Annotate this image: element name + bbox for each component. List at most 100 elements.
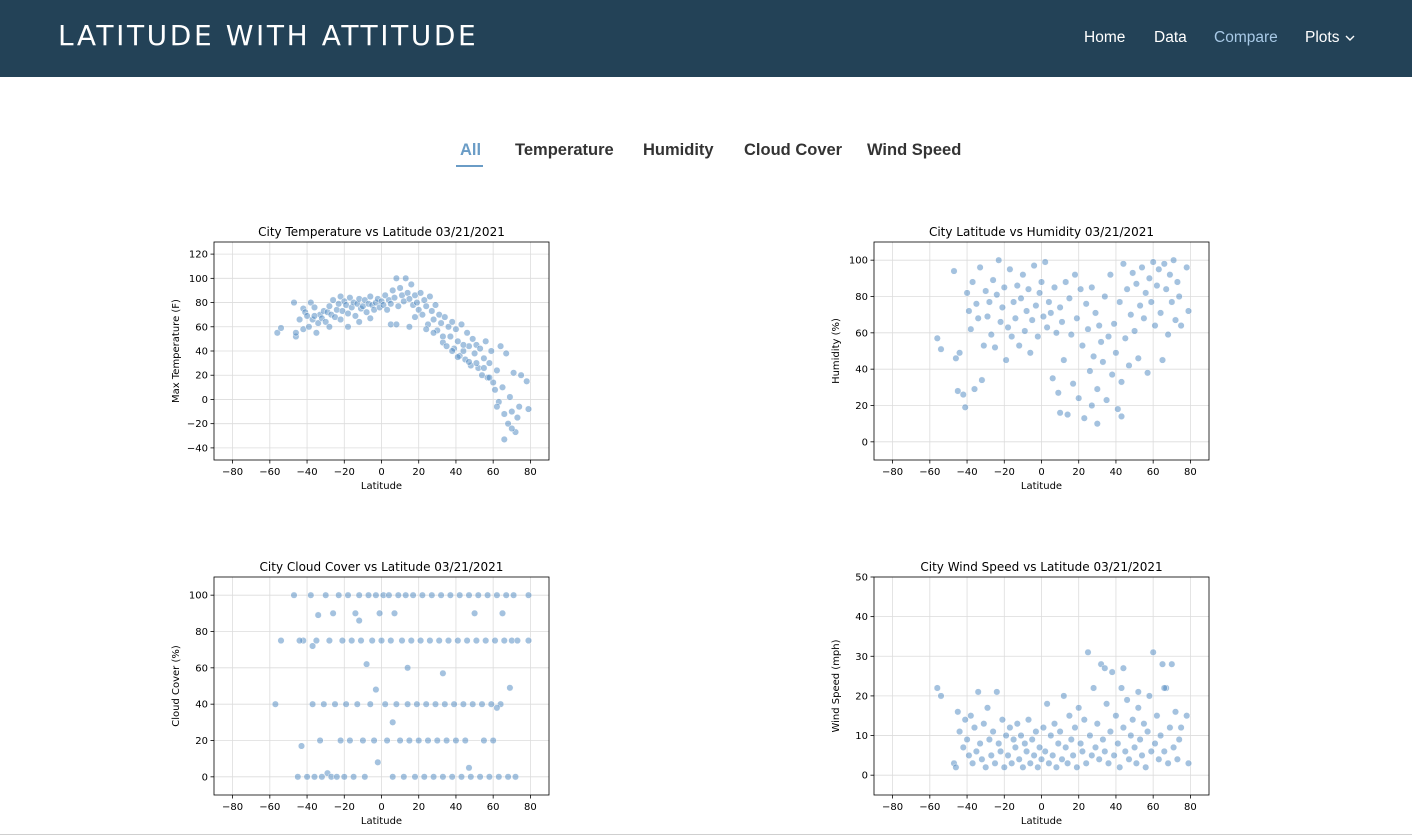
scatter-point — [491, 637, 499, 645]
tab-cloud-cover[interactable]: Cloud Cover — [744, 141, 843, 159]
scatter-point — [437, 591, 445, 599]
scatter-point — [465, 764, 473, 772]
scatter-point — [430, 329, 438, 337]
scatter-point — [387, 300, 395, 308]
scatter-point — [1153, 282, 1161, 290]
scatter-point — [418, 311, 426, 319]
x-tick-label: 60 — [487, 802, 500, 813]
scatter-point — [1015, 342, 1023, 350]
scatter-point — [954, 387, 962, 395]
scatter-point — [995, 739, 1003, 748]
scatter-point — [1084, 325, 1092, 333]
tab-temperature[interactable]: Temperature — [515, 141, 614, 159]
nav-data-link[interactable]: Data — [1154, 29, 1187, 46]
scatter-point — [357, 637, 365, 645]
scatter-point — [1010, 735, 1018, 744]
scatter-point — [392, 700, 400, 708]
y-tick-label: 40 — [195, 347, 208, 358]
scatter-point — [366, 314, 374, 322]
scatter-point — [480, 736, 488, 745]
scatter-point — [1032, 728, 1040, 736]
scatter-point — [424, 736, 432, 745]
scatter-point — [1021, 739, 1029, 748]
nav-home-link[interactable]: Home — [1084, 29, 1126, 46]
scatter-point — [381, 700, 389, 708]
scatter-point — [1086, 367, 1094, 375]
scatter-point — [379, 301, 387, 309]
wind-speed-chart: −80 −60 −40 −20 0 20 40 60 80 0 10 20 30 40 50 City Win… — [831, 560, 1210, 827]
y-axis-label: Wind Speed (mph) — [831, 639, 842, 732]
scatter-point — [471, 609, 479, 617]
scatter-point — [1067, 331, 1075, 339]
scatter-point — [1041, 258, 1049, 266]
scatter-point — [476, 345, 484, 353]
chart-title: City Wind Speed vs Latitude 03/21/2021 — [920, 560, 1162, 574]
tab-humidity[interactable]: Humidity — [643, 141, 714, 159]
x-axis-label: Latitude — [1021, 816, 1062, 827]
scatter-point — [338, 637, 346, 645]
x-tick-label: −20 — [994, 467, 1015, 478]
nav-plots-dropdown[interactable]: Plots — [1305, 28, 1355, 48]
tab-wind-speed[interactable]: Wind Speed — [867, 141, 962, 159]
scatter-point — [353, 700, 361, 708]
scatter-point — [428, 591, 436, 599]
brand-title[interactable]: LATITUDE WITH ATTITUDE — [58, 19, 479, 52]
scatter-point — [524, 637, 533, 645]
scatter-point — [1011, 314, 1019, 322]
scatter-point — [389, 286, 397, 294]
scatter-point — [1136, 735, 1144, 744]
chart-title: City Cloud Cover vs Latitude 03/21/2021 — [260, 560, 504, 574]
scatter-point — [337, 736, 345, 745]
tab-all[interactable]: All — [460, 141, 482, 159]
scatter-point — [1004, 323, 1012, 331]
scatter-point — [480, 354, 488, 362]
scatter-point — [363, 660, 371, 668]
y-tick-label: 0 — [202, 395, 208, 406]
x-tick-label: 20 — [1072, 467, 1085, 478]
scatter-point — [998, 303, 1006, 311]
scatter-point — [463, 637, 471, 645]
scatter-point — [1064, 759, 1072, 767]
y-tick-label: 40 — [855, 612, 868, 623]
scatter-point — [1095, 755, 1103, 763]
scatter-point — [277, 637, 285, 645]
scatter-point — [1110, 320, 1118, 328]
scatter-point — [337, 315, 345, 324]
scatter-point — [1136, 302, 1144, 310]
y-tick-label: 60 — [855, 328, 868, 339]
x-tick-label: 0 — [378, 802, 384, 813]
scatter-point — [1015, 755, 1023, 763]
scatter-point — [1132, 280, 1140, 288]
nav-compare-link[interactable]: Compare — [1214, 29, 1278, 46]
x-tick-label: −80 — [882, 802, 903, 813]
scatter-point — [1149, 258, 1157, 266]
scatter-point — [405, 295, 413, 303]
scatter-point — [1112, 349, 1120, 357]
scatter-point — [1045, 298, 1053, 306]
scatter-point — [405, 736, 413, 745]
scatter-point — [969, 278, 977, 286]
scatter-point — [441, 313, 449, 321]
scatter-point — [389, 773, 397, 781]
scatter-point — [498, 609, 507, 617]
scatter-point — [351, 609, 359, 617]
scatter-point — [1158, 356, 1167, 364]
scatter-point — [1093, 385, 1101, 393]
nav-plots-label: Plots — [1305, 29, 1340, 47]
scatter-point — [331, 700, 339, 708]
scatter-point — [1026, 759, 1034, 767]
scatter-point — [422, 302, 430, 310]
y-tick-label: 100 — [189, 591, 208, 602]
scatter-point — [1106, 271, 1114, 279]
scatter-point — [1091, 309, 1100, 317]
scatter-point — [1000, 283, 1008, 291]
x-tick-label: −80 — [222, 802, 243, 813]
scatter-point — [431, 700, 440, 708]
scatter-point — [1134, 354, 1142, 362]
scatter-point — [1058, 755, 1066, 763]
scatter-point — [469, 700, 477, 708]
scatter-point — [1099, 735, 1107, 744]
scatter-point — [1173, 755, 1181, 763]
scatter-point — [402, 274, 410, 282]
x-tick-label: −40 — [957, 467, 978, 478]
